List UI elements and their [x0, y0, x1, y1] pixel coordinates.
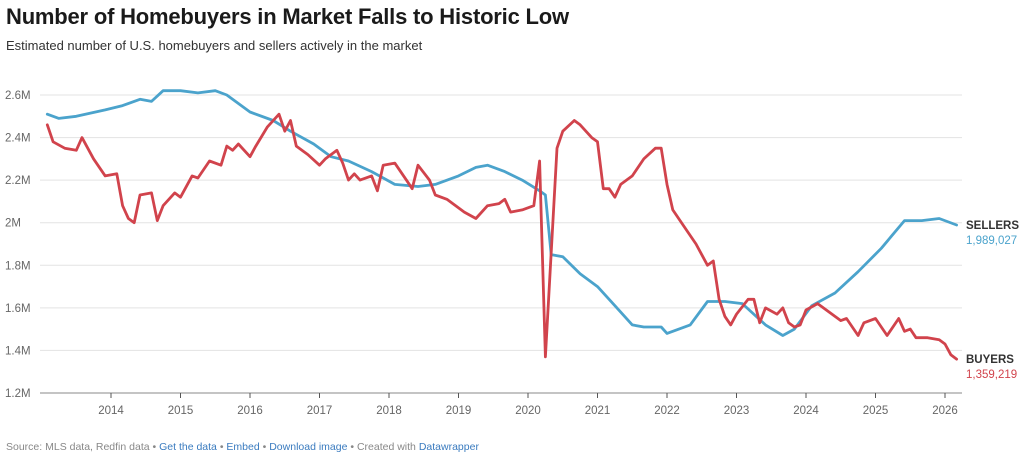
x-tick-label: 2015 — [168, 405, 194, 417]
series-line-buyers — [45, 112, 958, 361]
series-line-sellers — [45, 89, 958, 337]
series-value-label: 1,359,219 — [966, 369, 1017, 381]
separator: • — [149, 441, 160, 453]
x-tick-label: 2021 — [585, 405, 611, 417]
y-tick-label: 2.2M — [5, 175, 31, 187]
series-name-label: SELLERS — [966, 220, 1019, 232]
source-text: Source: MLS data, Redfin data — [6, 441, 150, 453]
created-with-text: Created with — [356, 441, 419, 453]
gridlines — [40, 94, 962, 394]
x-tick-label: 2014 — [98, 405, 124, 417]
x-tick-label: 2018 — [376, 405, 402, 417]
y-tick-label: 2.4M — [5, 133, 31, 145]
datawrapper-link[interactable]: Datawrapper — [418, 441, 479, 453]
x-tick-label: 2017 — [307, 405, 333, 417]
separator: • — [347, 441, 357, 453]
y-tick-label: 2M — [5, 218, 21, 230]
embed-link[interactable]: Embed — [226, 441, 260, 453]
y-tick-label: 1.2M — [5, 388, 31, 400]
x-tick-label: 2019 — [446, 405, 472, 417]
series-value-label: 1,989,027 — [966, 235, 1017, 247]
y-tick-label: 1.8M — [5, 260, 31, 272]
chart-title: Number of Homebuyers in Market Falls to … — [6, 4, 569, 29]
x-tick-label: 2016 — [237, 405, 263, 417]
x-tick-label: 2023 — [724, 405, 750, 417]
y-tick-label: 2.6M — [5, 90, 31, 102]
download-image-link[interactable]: Download image — [269, 441, 348, 453]
chart-subtitle: Estimated number of U.S. homebuyers and … — [6, 38, 423, 53]
separator: • — [216, 441, 227, 453]
series-lines — [45, 89, 958, 361]
x-tick-label: 2024 — [793, 405, 819, 417]
x-tick-label: 2025 — [863, 405, 889, 417]
y-tick-label: 1.6M — [5, 303, 31, 315]
x-axis: 2014 2015 2016 2017 2018 2019 2020 2021 2022 2023… — [98, 393, 958, 417]
separator: • — [259, 441, 270, 453]
x-tick-label: 2020 — [515, 405, 541, 417]
series-labels: SELLERS 1,989,027 BUYERS 1,359,219 — [966, 220, 1019, 381]
get-data-link[interactable]: Get the data — [159, 441, 217, 453]
series-name-label: BUYERS — [966, 354, 1014, 366]
y-tick-label: 1.4M — [5, 345, 31, 357]
footer: Source: MLS data, Redfin data • Get the … — [6, 441, 479, 453]
x-tick-label: 2026 — [932, 405, 958, 417]
x-tick-label: 2022 — [654, 405, 680, 417]
y-axis: 2.6M 2.4M 2.2M 2M 1.8M 1.6M 1.4M 1.2M — [5, 90, 31, 400]
